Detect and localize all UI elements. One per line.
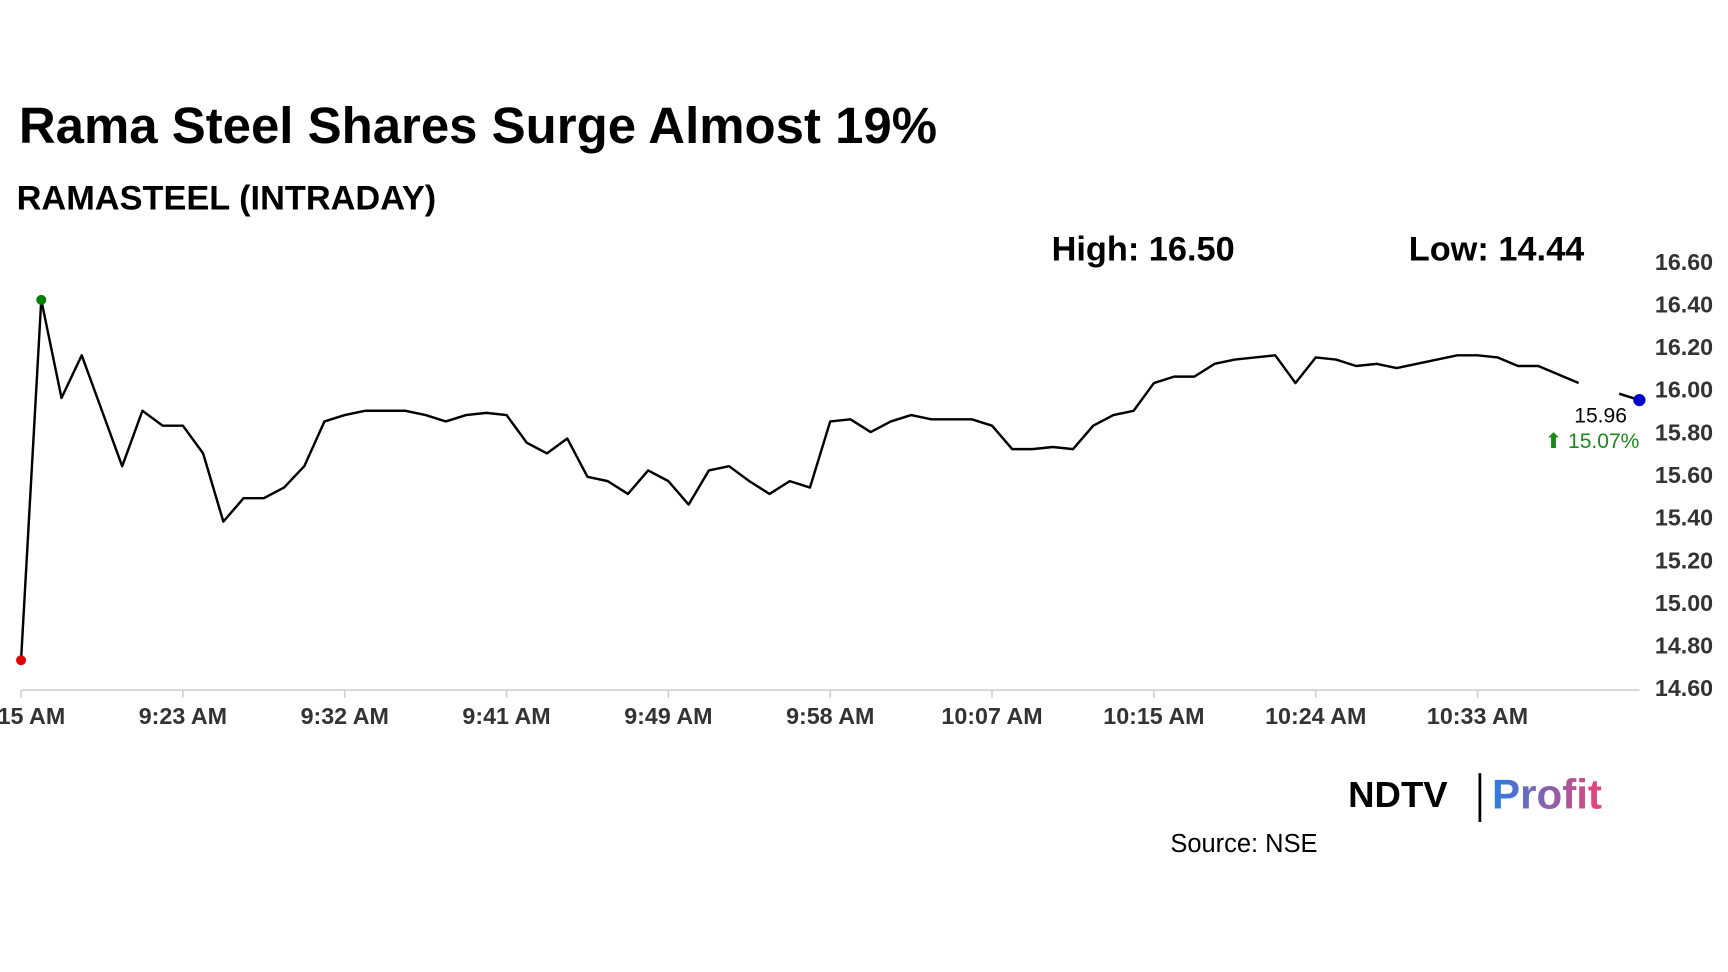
high-point [36,294,47,305]
y-tick-label: 16.40 [1655,291,1713,317]
plot-area: 16.60 16.40 16.20 16.00 15.80 15.60 15.40 15.20… [0,249,1713,729]
y-tick-label: 15.00 [1655,590,1713,616]
y-tick-label: 15.60 [1655,462,1713,488]
change-label: ⬆ 15.07% [1545,430,1640,453]
x-tick-label: 10:15 AM [1103,703,1204,729]
x-tick-label: 9:15 AM [0,703,65,729]
brand-product: Profit [1492,771,1602,818]
y-tick-label: 15.40 [1655,505,1713,531]
y-tick-label: 14.60 [1655,675,1713,701]
x-tick-label: 9:41 AM [462,703,550,729]
price-line [19,298,1640,661]
brand-name: NDTV [1348,774,1448,815]
last-point [1633,394,1646,407]
x-tick-label: 10:24 AM [1265,703,1366,729]
y-tick-label: 14.80 [1655,633,1713,659]
y-tick-label: 16.60 [1655,249,1713,275]
y-tick-label: 16.20 [1655,334,1713,360]
y-tick-label: 15.20 [1655,547,1713,573]
start-point [16,655,27,666]
chart-subtitle: RAMASTEEL (INTRADAY) [17,180,437,218]
last-value-label: 15.96 [1574,404,1627,427]
high-annotation: High: 16.50 [1052,231,1235,269]
x-tick-label: 10:07 AM [941,703,1042,729]
y-tick-label: 16.00 [1655,377,1713,403]
x-tick-label: 9:32 AM [301,703,389,729]
chart-title: Rama Steel Shares Surge Almost 19% [19,97,937,154]
x-tick-label: 9:49 AM [624,703,712,729]
source-note: Source: NSE [1170,830,1317,858]
low-annotation: Low: 14.44 [1409,231,1585,269]
y-tick-label: 15.80 [1655,419,1713,445]
x-tick-label: 9:23 AM [139,703,227,729]
x-tick-label: 9:58 AM [786,703,874,729]
x-tick-label: 10:33 AM [1427,703,1528,729]
